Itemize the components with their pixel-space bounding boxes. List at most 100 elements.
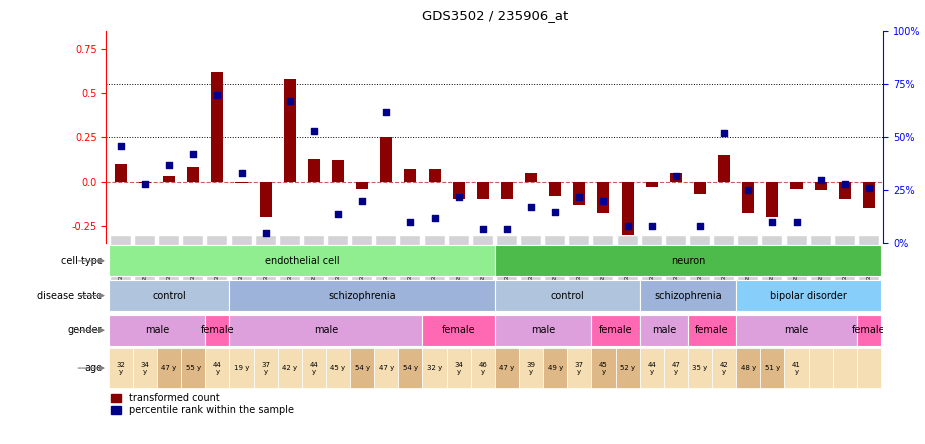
Bar (760, 349, 784, 388)
Bar (640, 280, 736, 311)
Text: 44
y: 44 y (648, 361, 656, 375)
Bar (187, 167, 199, 182)
Text: GSM318430: GSM318430 (722, 244, 727, 281)
Bar (574, 182, 586, 205)
Text: GSM318418: GSM318418 (384, 244, 388, 281)
Point (717, 130, 732, 137)
Text: 34
y: 34 y (454, 361, 463, 375)
Bar (525, 173, 537, 182)
Bar (260, 182, 272, 217)
Point (837, 180, 852, 187)
Bar (591, 315, 640, 346)
Point (379, 108, 394, 115)
Text: male: male (145, 325, 169, 335)
Point (427, 214, 442, 222)
Bar (839, 182, 851, 199)
Bar (736, 280, 881, 311)
Bar (694, 182, 706, 194)
Text: 42 y: 42 y (282, 365, 297, 371)
Point (162, 161, 177, 168)
Text: GSM318410: GSM318410 (360, 244, 364, 281)
Text: 48 y: 48 y (741, 365, 756, 371)
Bar (718, 155, 730, 182)
Text: GSM318436: GSM318436 (504, 244, 510, 281)
Text: 35 y: 35 y (692, 365, 708, 371)
Bar (302, 349, 326, 388)
Bar (736, 315, 857, 346)
Text: 32 y: 32 y (427, 365, 442, 371)
Text: female: female (696, 325, 729, 335)
Bar (253, 349, 278, 388)
Text: GSM318413: GSM318413 (649, 244, 654, 281)
Bar (670, 173, 682, 182)
Text: 47
y: 47 y (672, 361, 680, 375)
Point (282, 98, 297, 105)
Bar (495, 315, 591, 346)
Text: 47 y: 47 y (378, 365, 394, 371)
Text: GDS3502 / 235906_at: GDS3502 / 235906_at (422, 9, 568, 22)
Bar (284, 79, 296, 182)
Text: control: control (153, 290, 186, 301)
Text: female: female (598, 325, 633, 335)
Text: GSM318423: GSM318423 (456, 244, 462, 281)
Point (330, 210, 345, 217)
Text: GSM318429: GSM318429 (601, 244, 606, 281)
Point (741, 187, 756, 194)
Point (355, 198, 370, 205)
Bar (857, 315, 881, 346)
Point (645, 223, 660, 230)
Bar (646, 182, 658, 187)
Text: GSM318421: GSM318421 (432, 244, 437, 281)
Text: GSM318432: GSM318432 (818, 244, 823, 281)
Text: 41
y: 41 y (792, 361, 801, 375)
Text: male: male (531, 325, 555, 335)
Text: 51 y: 51 y (765, 365, 780, 371)
Point (451, 193, 466, 200)
Bar (447, 349, 471, 388)
Text: 37
y: 37 y (574, 361, 584, 375)
Point (186, 151, 201, 158)
Text: 46
y: 46 y (478, 361, 487, 375)
Bar (109, 349, 133, 388)
Text: GSM318425: GSM318425 (166, 244, 172, 281)
Bar (815, 182, 827, 190)
Bar (567, 349, 591, 388)
Point (306, 127, 321, 135)
Point (572, 193, 586, 200)
Text: GSM318433: GSM318433 (553, 244, 558, 281)
Text: 55 y: 55 y (186, 365, 201, 371)
Bar (495, 349, 519, 388)
Text: GSM318416: GSM318416 (336, 244, 340, 281)
Bar (640, 315, 688, 346)
Text: schizophrenia: schizophrenia (328, 290, 396, 301)
Bar (766, 182, 779, 217)
Text: 45 y: 45 y (330, 365, 346, 371)
Bar (476, 182, 488, 199)
Bar (423, 349, 447, 388)
Text: female: female (852, 325, 886, 335)
Text: 19 y: 19 y (234, 365, 249, 371)
Point (765, 219, 780, 226)
Text: GSM318412: GSM318412 (673, 244, 678, 281)
Bar (211, 72, 224, 182)
Text: gender: gender (68, 325, 103, 335)
Legend: transformed count, percentile rank within the sample: transformed count, percentile rank withi… (111, 393, 294, 415)
Text: GSM318431: GSM318431 (867, 244, 871, 281)
Bar (399, 349, 423, 388)
Bar (181, 349, 205, 388)
Text: schizophrenia: schizophrenia (654, 290, 722, 301)
Bar (428, 169, 440, 182)
Bar (278, 349, 302, 388)
Bar (332, 160, 344, 182)
Bar (543, 349, 567, 388)
Text: 47 y: 47 y (500, 365, 514, 371)
Point (669, 172, 684, 179)
Bar (205, 315, 229, 346)
Point (693, 223, 708, 230)
Text: disease state: disease state (37, 290, 103, 301)
Text: GSM318420: GSM318420 (239, 244, 244, 281)
Text: GSM318422: GSM318422 (480, 244, 486, 281)
Bar (380, 137, 392, 182)
Text: 54 y: 54 y (403, 365, 418, 371)
Bar (640, 349, 664, 388)
